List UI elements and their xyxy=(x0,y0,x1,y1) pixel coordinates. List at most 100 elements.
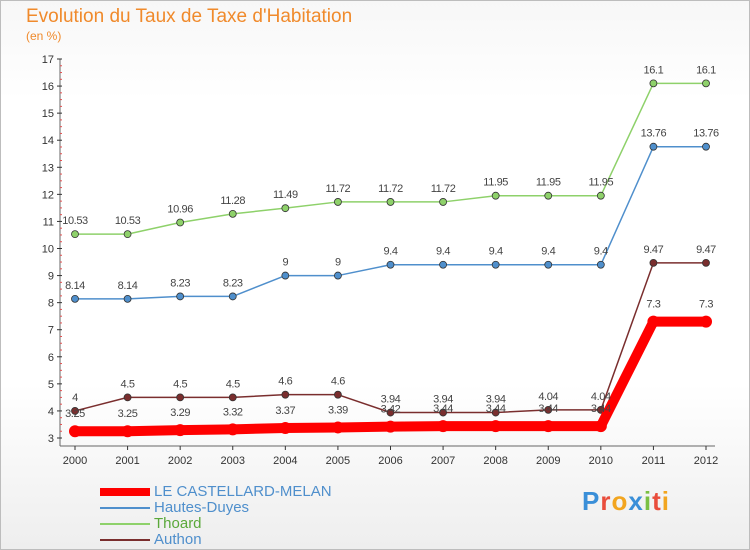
data-label: 7.3 xyxy=(699,299,713,311)
data-label: 16.1 xyxy=(644,64,664,76)
data-point xyxy=(544,405,553,414)
x-tick-label: 2007 xyxy=(431,455,455,467)
data-label: 9.4 xyxy=(594,246,608,258)
data-point xyxy=(174,424,187,437)
data-label: 9.4 xyxy=(489,246,503,258)
data-label: 8.23 xyxy=(170,277,190,289)
data-point xyxy=(544,191,553,200)
data-point xyxy=(334,198,342,206)
x-tick-label: 2006 xyxy=(378,455,402,467)
logo-letter: r xyxy=(600,486,612,516)
data-label: 3.25 xyxy=(118,408,138,420)
data-point xyxy=(702,79,710,88)
data-point xyxy=(542,420,555,433)
x-tick-label: 2012 xyxy=(694,455,718,467)
data-label: 9.4 xyxy=(541,246,555,258)
y-tick-label: 15 xyxy=(42,108,54,120)
data-label: 3.94 xyxy=(381,394,401,406)
data-point xyxy=(491,191,500,200)
data-label: 4.6 xyxy=(331,376,345,388)
data-point xyxy=(279,421,292,434)
data-point xyxy=(331,421,344,434)
data-label: 8.14 xyxy=(118,280,138,292)
x-tick-label: 2000 xyxy=(63,455,87,467)
y-tick-label: 14 xyxy=(42,135,54,147)
data-point xyxy=(281,390,290,399)
legend-swatch xyxy=(100,539,150,541)
data-point xyxy=(491,408,500,417)
data-point xyxy=(647,315,660,328)
legend-swatch xyxy=(100,523,150,525)
y-tick-label: 7 xyxy=(48,325,54,337)
data-label: 3.37 xyxy=(275,405,295,417)
data-label: 7.3 xyxy=(646,299,660,311)
data-label: 3.44 xyxy=(433,403,453,415)
data-label: 4.04 xyxy=(538,391,558,403)
data-label: 3.44 xyxy=(591,403,611,415)
data-point xyxy=(649,142,658,151)
logo-letter: i xyxy=(661,486,670,516)
logo-letter: x xyxy=(628,486,644,516)
logo-letter: P xyxy=(582,486,601,516)
data-label: 9 xyxy=(335,257,341,269)
y-tick-label: 5 xyxy=(48,379,54,391)
data-label: 4 xyxy=(72,392,78,404)
data-point xyxy=(594,420,607,433)
data-point xyxy=(384,420,397,433)
data-point xyxy=(596,191,605,200)
data-point xyxy=(702,258,710,267)
data-point xyxy=(176,292,185,301)
data-label: 9.47 xyxy=(696,244,716,256)
data-label: 11.49 xyxy=(273,189,298,201)
x-tick-label: 2002 xyxy=(168,455,192,467)
y-tick-label: 16 xyxy=(42,81,54,93)
data-point xyxy=(71,407,79,415)
legend-label: Hautes-Duyes xyxy=(154,499,250,516)
data-label: 11.72 xyxy=(378,183,403,195)
data-point xyxy=(121,425,134,438)
data-label: 10.96 xyxy=(167,204,193,216)
logo-letter: t xyxy=(652,486,662,516)
data-point xyxy=(386,408,395,417)
data-label: 4.5 xyxy=(121,378,135,390)
x-tick-label: 2010 xyxy=(589,455,613,467)
data-label: 9.4 xyxy=(383,246,397,258)
y-tick-label: 12 xyxy=(42,189,54,201)
legend-label: Authon xyxy=(154,531,202,548)
data-point xyxy=(544,260,553,269)
legend-item: Hautes-Duyes xyxy=(100,499,400,516)
data-label: 11.95 xyxy=(483,177,508,189)
data-label: 3.39 xyxy=(328,404,348,416)
data-point xyxy=(281,271,290,280)
data-label: 9 xyxy=(282,257,288,269)
y-tick-label: 3 xyxy=(48,433,54,445)
data-point xyxy=(700,315,712,328)
data-point xyxy=(649,79,658,88)
data-point xyxy=(281,204,290,213)
data-label: 11.95 xyxy=(588,177,613,189)
data-point xyxy=(123,230,132,239)
data-point xyxy=(489,420,502,433)
data-point xyxy=(123,393,132,402)
legend-swatch xyxy=(100,488,150,496)
y-tick-label: 10 xyxy=(42,244,54,256)
logo-letter: o xyxy=(611,486,629,516)
data-point xyxy=(176,393,185,402)
data-point xyxy=(386,198,395,206)
y-tick-label: 8 xyxy=(48,298,54,310)
data-point xyxy=(123,294,132,303)
x-tick-label: 2004 xyxy=(273,455,297,467)
x-tick-label: 2001 xyxy=(115,455,139,467)
data-label: 3.32 xyxy=(223,406,243,418)
data-point xyxy=(228,292,237,301)
x-tick-label: 2009 xyxy=(536,455,560,467)
legend-item: LE CASTELLARD-MELAN xyxy=(100,483,400,500)
data-point xyxy=(491,260,500,269)
data-label: 3.94 xyxy=(433,394,453,406)
data-point xyxy=(439,408,447,417)
data-label: 11.72 xyxy=(326,183,351,195)
data-label: 3.44 xyxy=(538,403,558,415)
data-label: 3.44 xyxy=(486,403,506,415)
legend-swatch xyxy=(100,507,150,509)
